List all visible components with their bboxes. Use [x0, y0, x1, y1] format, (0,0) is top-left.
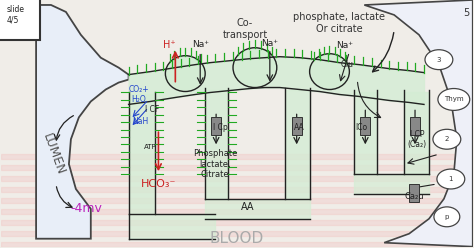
Text: I CP
(Ca₂): I CP (Ca₂) — [408, 129, 427, 149]
Bar — [360, 117, 370, 135]
Text: CO₂+
H₂O: CO₂+ H₂O — [128, 85, 149, 104]
Text: NaH: NaH — [132, 117, 149, 126]
Text: Co-
transport: Co- transport — [222, 18, 268, 39]
Text: -4mv: -4mv — [70, 202, 102, 215]
Text: p: p — [445, 214, 449, 220]
Bar — [1, 220, 473, 225]
Bar — [292, 117, 301, 135]
Bar — [1, 231, 473, 236]
Text: 3: 3 — [437, 57, 441, 63]
Text: Na⁺: Na⁺ — [336, 41, 353, 50]
Text: I Cp: I Cp — [213, 123, 228, 132]
Text: BLOOD: BLOOD — [210, 231, 264, 246]
Ellipse shape — [310, 54, 349, 90]
Text: H⁺: H⁺ — [163, 40, 176, 50]
Polygon shape — [365, 0, 473, 247]
Text: Na⁺: Na⁺ — [261, 39, 278, 48]
Bar — [1, 154, 473, 159]
Text: Ca₂u: Ca₂u — [404, 192, 424, 201]
Text: phosphate, lactate
Or citrate: phosphate, lactate Or citrate — [293, 12, 385, 33]
Text: AA: AA — [241, 202, 255, 212]
Ellipse shape — [438, 89, 470, 110]
Bar — [1, 198, 473, 203]
Ellipse shape — [434, 207, 460, 227]
Bar — [410, 117, 420, 135]
Text: LUMEN: LUMEN — [39, 131, 66, 177]
Text: ATP: ATP — [144, 144, 157, 150]
Bar — [1, 187, 473, 192]
Text: slide
4/5: slide 4/5 — [6, 5, 24, 24]
Text: Thym: Thym — [444, 96, 464, 102]
Bar — [211, 117, 221, 135]
Text: ICo: ICo — [355, 123, 367, 132]
Text: I CF: I CF — [146, 105, 160, 114]
Text: 2: 2 — [445, 136, 449, 142]
Ellipse shape — [165, 56, 205, 92]
Bar — [1, 209, 473, 214]
Text: Glu: Glu — [341, 60, 354, 69]
Ellipse shape — [433, 129, 461, 149]
Bar — [409, 184, 419, 202]
Ellipse shape — [233, 48, 277, 88]
Text: 5: 5 — [464, 8, 470, 18]
Text: Phosphate
lactate,
Citrate: Phosphate lactate, Citrate — [193, 149, 237, 179]
Ellipse shape — [425, 50, 453, 70]
Polygon shape — [36, 5, 128, 239]
Text: Na⁺: Na⁺ — [191, 40, 209, 49]
Bar — [1, 165, 473, 170]
Bar — [1, 242, 473, 247]
Bar — [1, 176, 473, 181]
Text: AA: AA — [294, 123, 305, 132]
Text: HCO₃⁻: HCO₃⁻ — [141, 179, 176, 189]
Text: 1: 1 — [448, 176, 453, 182]
Ellipse shape — [437, 169, 465, 189]
